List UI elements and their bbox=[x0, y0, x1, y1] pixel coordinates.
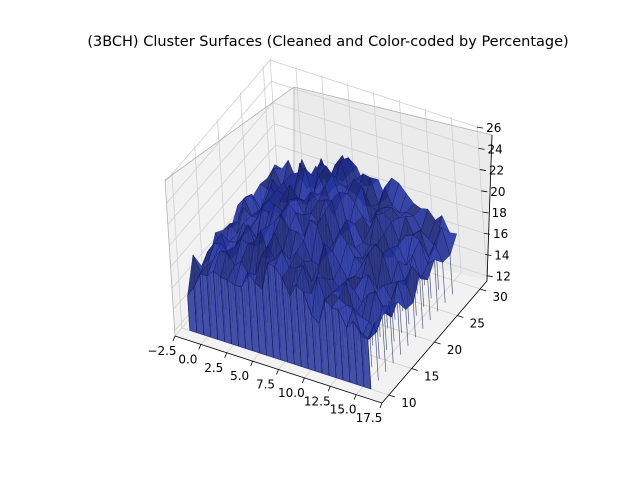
y-tick-label: 15 bbox=[424, 370, 439, 384]
x-tick-label: 10.0 bbox=[278, 386, 305, 400]
surface-spike bbox=[405, 309, 409, 346]
surface-spike bbox=[427, 279, 431, 321]
x-tick-label: 5.0 bbox=[230, 369, 249, 383]
z-tick-label: 18 bbox=[492, 206, 507, 220]
x-tick-mark bbox=[172, 335, 176, 342]
surface-spike bbox=[381, 316, 387, 372]
x-tick-label: 12.5 bbox=[304, 394, 331, 408]
x-tick-label: 15.0 bbox=[330, 403, 357, 417]
y-tick-label: 30 bbox=[493, 290, 508, 304]
surface-spike bbox=[442, 262, 446, 303]
x-tick-label: 0.0 bbox=[178, 352, 197, 366]
z-tick-label: 12 bbox=[496, 270, 511, 284]
z-tick-label: 26 bbox=[486, 121, 501, 135]
x-tick-mark bbox=[198, 344, 202, 350]
x-tick-mark bbox=[327, 386, 331, 392]
cluster-surface bbox=[187, 154, 457, 390]
y-tick-mark bbox=[411, 368, 418, 371]
y-tick-mark bbox=[388, 394, 395, 398]
y-ticks: 10 15 20 25 30 bbox=[388, 288, 508, 410]
surface-spike bbox=[374, 322, 379, 381]
z-ticks: 12 14 16 18 20 22 24 26 bbox=[477, 121, 511, 284]
surface-skirt bbox=[360, 330, 372, 390]
x-tick-label: 2.5 bbox=[204, 361, 223, 375]
z-tick-mark bbox=[479, 169, 486, 171]
surface-spike bbox=[389, 306, 394, 364]
x-tick-mark bbox=[379, 402, 383, 409]
x-tick-label: 7.5 bbox=[256, 378, 275, 392]
x-tick-mark bbox=[302, 377, 305, 384]
z-tick-label: 22 bbox=[489, 164, 504, 178]
z-tick-label: 14 bbox=[494, 248, 509, 262]
z-tick-mark bbox=[482, 211, 489, 214]
z-tick-mark bbox=[486, 275, 493, 278]
surface-spike bbox=[419, 275, 424, 329]
z-axis-line bbox=[486, 134, 493, 282]
x-tick-label: −2.5 bbox=[147, 344, 176, 358]
surface-spike bbox=[396, 301, 401, 355]
y-tick-mark bbox=[434, 341, 441, 345]
z-tick-mark bbox=[481, 190, 488, 193]
surface-spike bbox=[449, 255, 453, 295]
z-tick-mark bbox=[477, 126, 484, 129]
surface-spike bbox=[383, 312, 388, 351]
z-tick-mark bbox=[478, 147, 485, 150]
surface-spike bbox=[412, 302, 416, 338]
x-tick-mark bbox=[224, 352, 228, 358]
z-tick-label: 24 bbox=[487, 142, 502, 156]
x-tick-mark bbox=[250, 360, 253, 367]
x-tick-mark bbox=[353, 394, 357, 400]
x-tick-label: 17.5 bbox=[356, 411, 383, 425]
y-tick-label: 25 bbox=[470, 316, 485, 330]
surface-spike bbox=[434, 259, 439, 312]
z-tick-label: 16 bbox=[493, 227, 508, 241]
y-tick-mark bbox=[457, 315, 464, 318]
z-tick-label: 20 bbox=[490, 185, 505, 199]
y-tick-mark bbox=[480, 288, 487, 292]
y-tick-label: 20 bbox=[447, 343, 462, 357]
chart-title: (3BCH) Cluster Surfaces (Cleaned and Col… bbox=[87, 34, 569, 50]
z-tick-mark bbox=[485, 254, 492, 256]
y-tick-label: 10 bbox=[401, 396, 416, 410]
x-tick-mark bbox=[276, 369, 279, 375]
z-tick-mark bbox=[483, 232, 491, 235]
x-ticks: −2.50.0 2.5 5.0 7.510.012.515.017.5 bbox=[147, 335, 383, 425]
